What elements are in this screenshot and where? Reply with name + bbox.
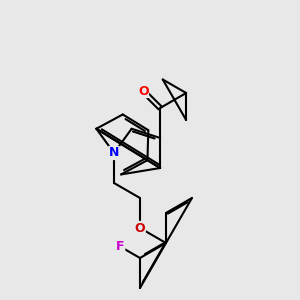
- Text: F: F: [116, 240, 125, 253]
- Text: N: N: [109, 146, 119, 160]
- Text: O: O: [138, 85, 148, 98]
- Text: O: O: [135, 221, 145, 235]
